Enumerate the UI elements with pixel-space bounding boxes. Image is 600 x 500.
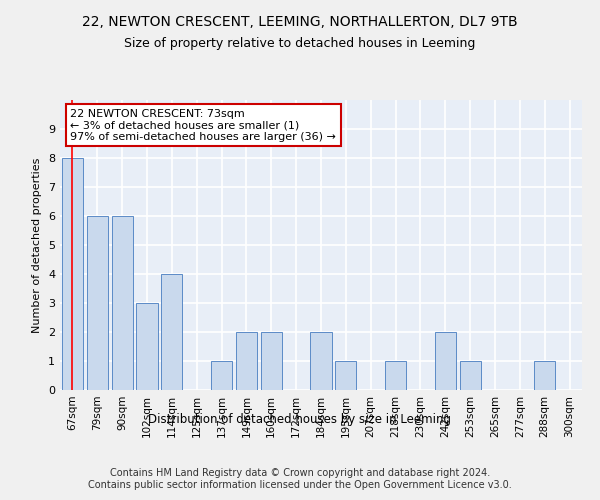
Y-axis label: Number of detached properties: Number of detached properties — [32, 158, 43, 332]
Bar — [161, 274, 182, 390]
Bar — [236, 332, 257, 390]
Bar — [136, 303, 158, 390]
Bar — [310, 332, 332, 390]
Bar — [87, 216, 108, 390]
Bar — [62, 158, 83, 390]
Text: Size of property relative to detached houses in Leeming: Size of property relative to detached ho… — [124, 38, 476, 51]
Bar — [385, 361, 406, 390]
Bar — [335, 361, 356, 390]
Bar — [112, 216, 133, 390]
Text: 22 NEWTON CRESCENT: 73sqm
← 3% of detached houses are smaller (1)
97% of semi-de: 22 NEWTON CRESCENT: 73sqm ← 3% of detach… — [70, 108, 337, 142]
Bar — [435, 332, 456, 390]
Text: 22, NEWTON CRESCENT, LEEMING, NORTHALLERTON, DL7 9TB: 22, NEWTON CRESCENT, LEEMING, NORTHALLER… — [82, 15, 518, 29]
Bar — [211, 361, 232, 390]
Bar — [261, 332, 282, 390]
Bar — [460, 361, 481, 390]
Text: Distribution of detached houses by size in Leeming: Distribution of detached houses by size … — [149, 412, 452, 426]
Bar — [534, 361, 555, 390]
Text: Contains HM Land Registry data © Crown copyright and database right 2024.
Contai: Contains HM Land Registry data © Crown c… — [88, 468, 512, 490]
